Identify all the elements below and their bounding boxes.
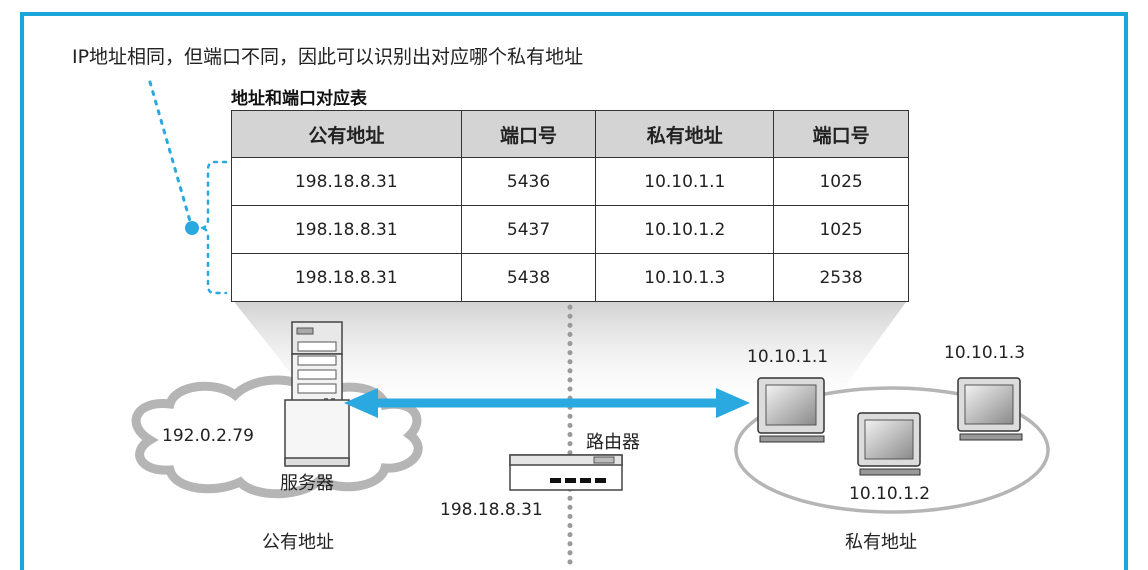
- table-title: 地址和端口对应表: [231, 89, 367, 109]
- table-projection-beam: [231, 298, 909, 420]
- private-zone-label: 私有地址: [845, 532, 917, 553]
- router-label: 路由器: [586, 432, 640, 453]
- client-ip-label: 10.10.1.3: [944, 343, 1026, 363]
- cell-public-address: 198.18.8.31: [231, 157, 462, 206]
- cell-public-address: 198.18.8.31: [231, 253, 462, 302]
- cell-private-port: 1025: [773, 205, 909, 254]
- table-row: 198.18.8.31 5438 10.10.1.3 2538: [231, 253, 909, 302]
- frame-border: [20, 12, 1128, 570]
- client-ip-label: 10.10.1.2: [849, 484, 931, 504]
- server-label: 服务器: [280, 473, 334, 494]
- client-computer-1: [757, 377, 825, 443]
- public-zone-label: 公有地址: [262, 532, 334, 553]
- header-private-port: 端口号: [773, 110, 909, 158]
- table-header-row: 公有地址 端口号 私有地址 端口号: [231, 110, 909, 158]
- header-private-address: 私有地址: [595, 110, 775, 158]
- header-public-address: 公有地址: [231, 110, 462, 158]
- cell-private-address: 10.10.1.2: [595, 205, 775, 254]
- server-icon: [284, 321, 350, 467]
- client-ip-label: 10.10.1.1: [747, 347, 829, 367]
- cell-public-port: 5438: [460, 253, 597, 302]
- router-icon: [509, 454, 623, 491]
- header-public-port: 端口号: [460, 110, 597, 158]
- cell-private-port: 1025: [773, 157, 909, 206]
- leader-line: [148, 80, 194, 230]
- cell-public-port: 5436: [460, 157, 597, 206]
- router-ip-label: 198.18.8.31: [440, 500, 543, 520]
- cell-private-address: 10.10.1.3: [595, 253, 775, 302]
- cell-public-address: 198.18.8.31: [231, 205, 462, 254]
- cell-public-port: 5437: [460, 205, 597, 254]
- leader-dot: [185, 221, 199, 235]
- table-row: 198.18.8.31 5436 10.10.1.1 1025: [231, 157, 909, 206]
- client-computer-2: [857, 412, 921, 476]
- cell-private-port: 2538: [773, 253, 909, 302]
- rows-bracket: [199, 160, 228, 295]
- cell-private-address: 10.10.1.1: [595, 157, 775, 206]
- caption: IP地址相同，但端口不同，因此可以识别出对应哪个私有地址: [72, 46, 584, 68]
- nat-table: 公有地址 端口号 私有地址 端口号 198.18.8.31 5436 10.10…: [231, 110, 909, 302]
- connection-arrow: [344, 388, 750, 418]
- server-ip-label: 192.0.2.79: [162, 426, 254, 446]
- client-computer-3: [957, 377, 1023, 441]
- table-row: 198.18.8.31 5437 10.10.1.2 1025: [231, 205, 909, 254]
